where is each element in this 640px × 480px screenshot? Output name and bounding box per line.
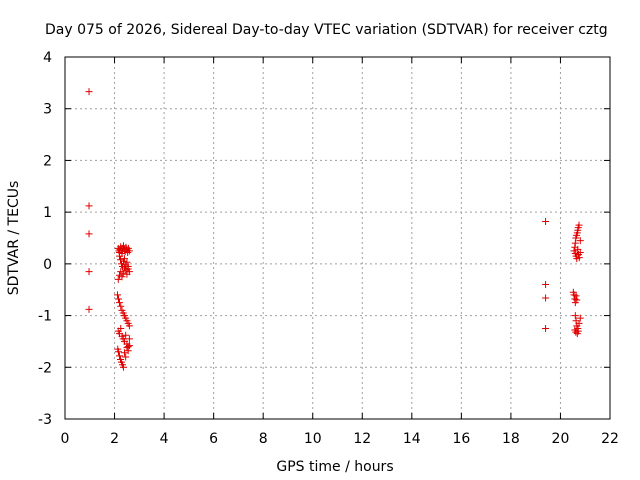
x-tick-label: 20	[552, 431, 570, 447]
data-point	[125, 322, 133, 330]
data-point	[572, 292, 580, 300]
x-tick-label: 0	[61, 431, 70, 447]
data-point	[575, 221, 583, 229]
y-tick-label: 4	[43, 50, 52, 66]
x-tick-label: 14	[403, 431, 421, 447]
data-point	[542, 325, 550, 332]
y-tick-label: -3	[38, 412, 52, 428]
grid-lines	[65, 57, 610, 419]
y-tick-label: 1	[43, 205, 52, 221]
data-point	[571, 312, 579, 320]
data-point	[122, 331, 130, 339]
data-point	[122, 353, 130, 361]
data-point	[576, 314, 584, 322]
data-point	[116, 256, 124, 264]
data-point	[542, 294, 550, 302]
data-point	[572, 328, 580, 336]
data-point	[573, 330, 581, 338]
data-point	[117, 325, 125, 332]
data-point	[575, 319, 583, 327]
data-point	[85, 202, 93, 210]
data-points	[85, 88, 584, 371]
data-point	[116, 352, 123, 360]
y-axis-label: SDTVAR / TECUs	[6, 181, 22, 296]
data-point	[124, 248, 132, 256]
y-tick-label: -2	[38, 360, 52, 376]
y-tick-label: -1	[38, 309, 52, 325]
data-point	[124, 262, 132, 270]
data-point	[85, 305, 93, 313]
chart-title: Day 075 of 2026, Sidereal Day-to-day VTE…	[45, 22, 608, 38]
x-tick-label: 16	[452, 431, 470, 447]
x-tick-label: 10	[304, 431, 322, 447]
data-point	[122, 266, 130, 274]
data-point	[576, 248, 584, 256]
x-tick-labels: 0 2 4 6 8 10 12 14 16 18 20 22	[61, 431, 619, 447]
data-point	[120, 349, 128, 357]
y-tick-label: 3	[43, 102, 52, 118]
data-point	[123, 258, 131, 266]
data-point	[542, 217, 550, 225]
y-tick-labels: -3 -2 -1 0 1 2 3 4	[38, 50, 52, 428]
data-point	[116, 252, 123, 260]
data-point	[125, 268, 133, 276]
data-point	[125, 247, 133, 255]
data-point	[85, 230, 93, 238]
y-tick-label: 2	[43, 153, 52, 169]
x-tick-label: 8	[259, 431, 268, 447]
data-point	[125, 342, 133, 350]
x-tick-label: 22	[601, 431, 619, 447]
x-tick-label: 2	[110, 431, 119, 447]
data-point	[114, 291, 122, 299]
y-tick-label: 0	[43, 257, 52, 273]
data-point	[85, 88, 93, 96]
data-point	[114, 275, 122, 283]
x-tick-label: 12	[353, 431, 371, 447]
data-point	[115, 295, 123, 303]
data-point	[85, 268, 93, 276]
x-axis-label: GPS time / hours	[276, 459, 393, 475]
x-tick-label: 4	[160, 431, 169, 447]
data-point	[117, 302, 125, 310]
x-tick-label: 18	[502, 431, 520, 447]
x-tick-label: 6	[209, 431, 218, 447]
data-point	[119, 363, 127, 371]
data-point	[125, 335, 133, 343]
data-point	[573, 296, 581, 304]
data-point	[576, 237, 584, 245]
data-point	[118, 273, 126, 281]
data-point	[115, 348, 123, 356]
data-point	[575, 254, 583, 262]
data-point	[542, 281, 550, 289]
data-point	[116, 299, 123, 307]
data-point	[120, 255, 128, 263]
plot-frame	[64, 56, 611, 420]
axis-ticks	[64, 56, 611, 420]
data-point	[124, 347, 132, 355]
